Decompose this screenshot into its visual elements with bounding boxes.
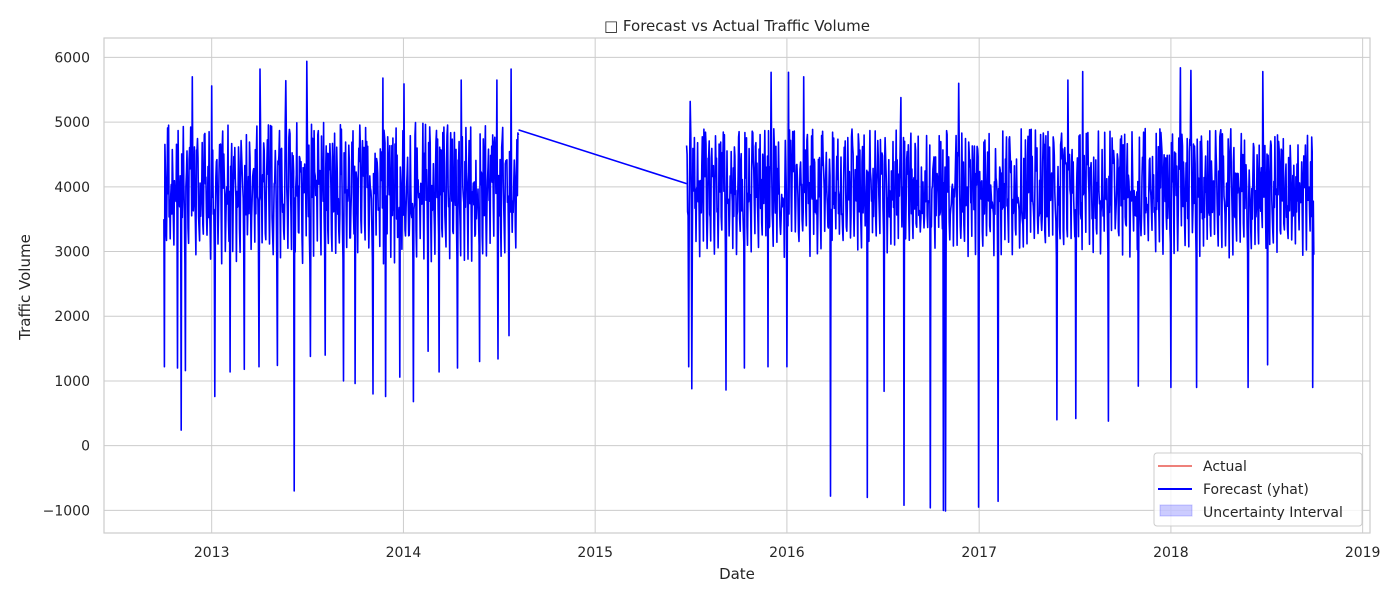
legend-interval-swatch	[1159, 504, 1193, 517]
y-tick-label: 2000	[54, 309, 90, 325]
x-tick-label: 2016	[769, 545, 805, 561]
legend-actual-label: Actual	[1203, 459, 1247, 475]
legend-frame	[1153, 452, 1363, 527]
x-tick-label: 2018	[1153, 545, 1189, 561]
legend: Actual Forecast (yhat) Uncertainty Inter…	[1153, 452, 1363, 527]
x-tick-label: 2013	[194, 545, 230, 561]
y-tick-label: 0	[81, 439, 90, 455]
y-tick-label: 4000	[54, 180, 90, 196]
x-axis-ticks: 2013 2014 2015 2016 2017 2018 2019	[194, 545, 1381, 561]
y-tick-label: 6000	[54, 50, 90, 66]
y-tick-label: −1000	[43, 503, 90, 519]
x-tick-label: 2019	[1345, 545, 1381, 561]
forecast-line-segment-1	[163, 60, 520, 492]
plot-background	[104, 38, 1370, 533]
plot-area	[103, 37, 1371, 534]
x-tick-label: 2017	[961, 545, 997, 561]
y-axis-title: Traffic Volume	[16, 234, 34, 341]
y-tick-label: 5000	[54, 115, 90, 131]
x-tick-label: 2015	[577, 545, 613, 561]
x-axis-title: Date	[719, 565, 755, 583]
x-tick-label: 2014	[386, 545, 422, 561]
forecast-gap-bridge	[518, 129, 687, 185]
legend-interval-label: Uncertainty Interval	[1203, 505, 1343, 521]
y-tick-label: 3000	[54, 245, 90, 261]
plot-frame	[103, 37, 1371, 534]
forecast-line-segment-2	[685, 67, 1315, 512]
grid-lines	[104, 38, 1370, 533]
chart-title: □ Forecast vs Actual Traffic Volume	[604, 17, 870, 35]
y-axis-ticks: −1000 0 1000 2000 3000 4000 5000 6000	[43, 50, 90, 519]
series-layer	[163, 60, 1315, 512]
y-tick-label: 1000	[54, 374, 90, 390]
legend-forecast-label: Forecast (yhat)	[1203, 482, 1309, 498]
